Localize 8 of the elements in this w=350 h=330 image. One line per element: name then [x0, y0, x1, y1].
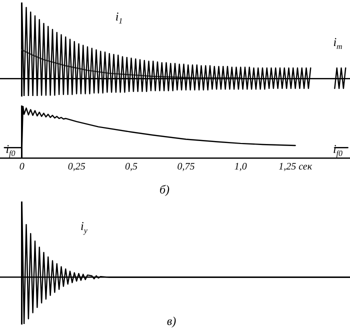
x-tick-label: 0,75: [177, 162, 195, 173]
x-tick-label: 1,0: [234, 162, 247, 173]
text: б): [159, 182, 170, 196]
x-tick-label: 0: [19, 162, 24, 173]
x-tick-label: 1,25 сек: [278, 162, 312, 173]
x-tick-label: 0,5: [125, 162, 138, 173]
x-tick-label: 0,25: [68, 162, 86, 173]
annotation: в): [166, 314, 176, 328]
